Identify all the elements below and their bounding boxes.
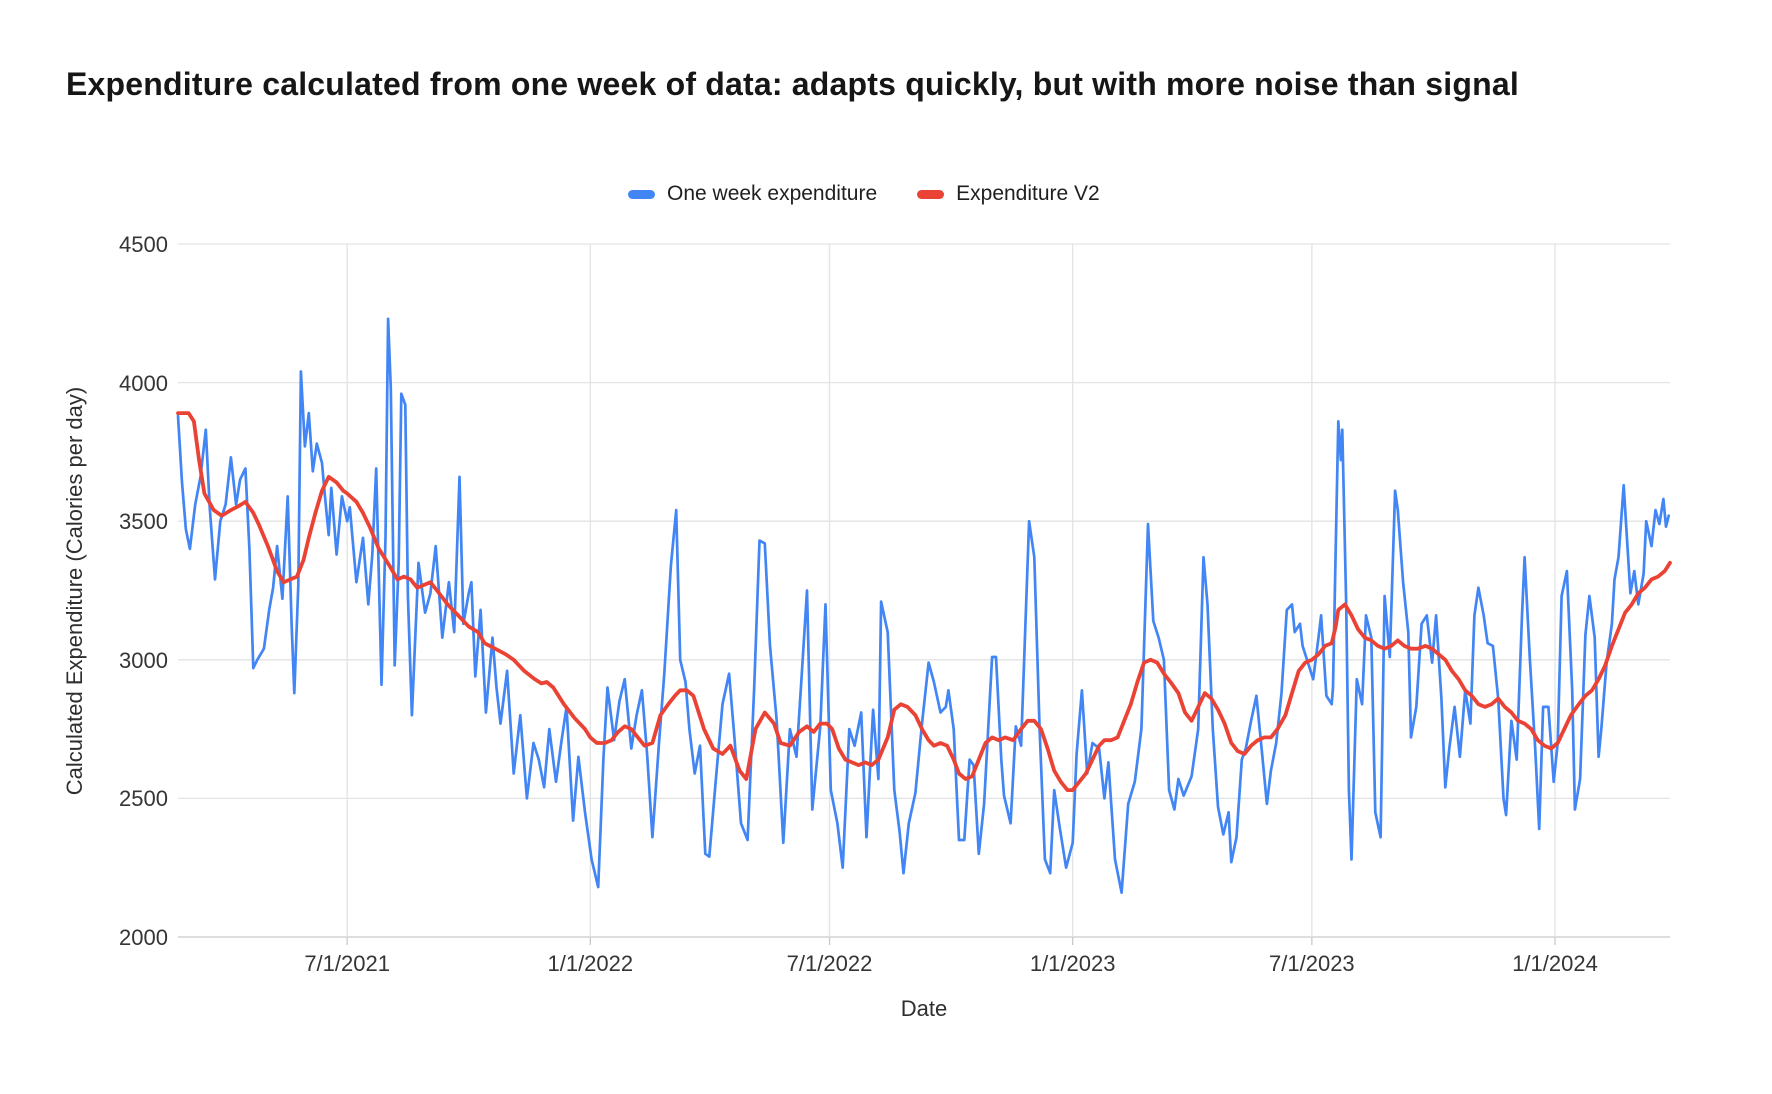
legend-item-one-week-expenditure: One week expenditure	[628, 182, 877, 206]
legend-item-expenditure-v2: Expenditure V2	[917, 182, 1100, 206]
series-line-expenditure-v2	[176, 411, 1672, 792]
y-tick-label: 3500	[119, 509, 168, 535]
legend: One week expenditure Expenditure V2	[628, 182, 1100, 206]
y-tick-label: 2000	[119, 925, 168, 950]
legend-swatch-red	[917, 189, 945, 199]
series-line-one-week-expenditure	[176, 317, 1671, 894]
y-tick-label: 4000	[119, 370, 168, 396]
legend-label: Expenditure V2	[956, 182, 1100, 205]
y-tick-label: 4500	[119, 232, 168, 257]
x-tick-label: 1/1/2024	[1512, 951, 1598, 976]
chart-title: Expenditure calculated from one week of …	[66, 66, 1519, 102]
y-tick-label: 3000	[119, 647, 168, 673]
legend-label: One week expenditure	[667, 182, 878, 205]
legend-swatch-blue	[628, 189, 655, 199]
x-tick-label: 7/1/2023	[1269, 951, 1355, 976]
x-tick-label: 7/1/2021	[304, 951, 390, 976]
y-tick-label: 2500	[119, 786, 168, 812]
x-tick-label: 1/1/2022	[547, 951, 634, 976]
x-tick-label: 7/1/2022	[786, 951, 873, 976]
y-axis-title-box: Calculated Expenditure (Calories per day…	[53, 244, 97, 937]
x-tick-label: 1/1/2023	[1029, 951, 1116, 976]
x-axis-title: Date	[900, 996, 948, 1021]
y-axis-title: Calculated Expenditure (Calories per day…	[62, 386, 87, 795]
